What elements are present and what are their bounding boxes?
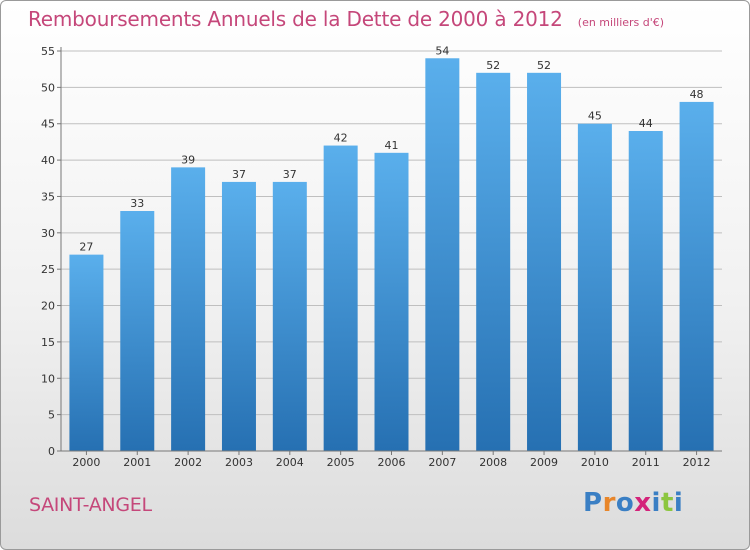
data-label: 52 [486,59,500,72]
x-tick-label: 2006 [378,456,406,469]
chart-header: Remboursements Annuels de la Dette de 20… [28,7,664,31]
data-label: 37 [232,168,246,181]
y-tick-label: 5 [48,409,55,422]
y-tick-label: 30 [41,227,55,240]
logo-letter: i [673,488,684,518]
x-tick-label: 2012 [683,456,711,469]
logo-letter: x [634,488,652,518]
chart-unit: (en milliers d'€) [577,16,665,29]
data-label: 48 [690,88,704,101]
y-tick-label: 45 [41,118,55,131]
commune-name: SAINT-ANGEL [29,494,152,516]
bar [120,211,155,451]
bar [171,167,206,451]
x-tick-label: 2000 [72,456,100,469]
bars: 27 33 39 37 37 42 41 54 52 52 45 44 48 [69,44,714,452]
proxiti-logo[interactable]: Proxiti [583,488,683,518]
x-tick-label: 2008 [479,456,507,469]
y-tick-label: 25 [41,263,55,276]
data-label: 45 [588,110,602,123]
x-tick-label: 2007 [428,456,456,469]
data-label: 27 [79,241,93,254]
axes: 0 5 10 15 20 25 30 35 40 45 50 55 2000 2001 2002 2003 20… [41,45,722,469]
bar [374,152,409,451]
logo-letter: t [660,488,674,518]
data-label: 39 [181,153,195,166]
x-tick-label: 2001 [123,456,151,469]
y-tick-label: 10 [41,372,55,385]
chart-title: Remboursements Annuels de la Dette de 20… [28,7,563,31]
logo-letter: i [651,488,661,518]
bar [679,101,714,451]
x-tick-label: 2003 [225,456,253,469]
y-tick-label: 40 [41,154,55,167]
y-tick-label: 15 [41,336,55,349]
x-tick-label: 2002 [174,456,202,469]
x-tick-label: 2010 [581,456,609,469]
data-label: 37 [283,168,297,181]
x-tick-label: 2005 [327,456,355,469]
y-tick-label: 35 [41,190,55,203]
bar [425,58,460,451]
data-label: 41 [385,139,399,152]
x-tick-label: 2011 [632,456,660,469]
bar [323,145,358,451]
bar [476,72,511,452]
data-label: 52 [537,59,551,72]
logo-letter: P [583,488,603,518]
x-tick-label: 2004 [276,456,304,469]
data-label: 42 [334,132,348,145]
y-tick-label: 55 [41,45,55,58]
data-label: 33 [130,197,144,210]
bar [577,123,612,452]
y-tick-label: 20 [41,300,55,313]
logo-letter: r [602,488,616,518]
bar [272,181,307,451]
data-label: 54 [435,44,449,57]
bar [69,254,104,451]
data-label: 44 [639,117,653,130]
x-tick-label: 2009 [530,456,558,469]
y-tick-label: 0 [48,445,55,458]
bar [527,72,562,452]
logo-letter: o [615,488,635,518]
y-tick-label: 50 [41,81,55,94]
bar [221,181,256,451]
bar [628,131,663,451]
